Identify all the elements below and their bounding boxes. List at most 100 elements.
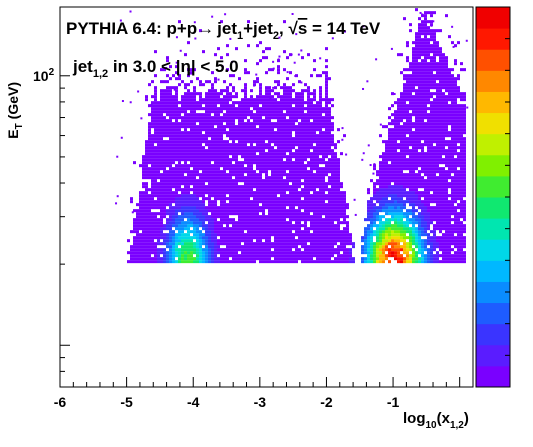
heat-cell <box>289 236 292 240</box>
heat-cell <box>205 152 208 156</box>
heat-cell <box>199 173 202 177</box>
heat-cell <box>346 242 349 246</box>
heat-cell <box>406 107 409 111</box>
heat-cell <box>265 92 268 96</box>
heat-cell <box>409 203 412 207</box>
heat-cell <box>241 185 244 189</box>
heat-cell <box>244 191 247 195</box>
heat-cell <box>184 245 187 249</box>
heat-cell <box>415 158 418 162</box>
heat-cell <box>382 260 385 264</box>
heat-cell <box>274 218 277 222</box>
heat-cell <box>154 110 157 114</box>
heat-cell <box>175 164 178 168</box>
heat-cell <box>151 251 154 255</box>
heat-cell <box>184 95 187 99</box>
heat-cell <box>232 149 235 153</box>
heat-cell <box>193 131 196 135</box>
heat-cell <box>193 215 196 219</box>
heat-cell <box>172 236 175 240</box>
heat-cell <box>436 116 439 120</box>
heat-cell <box>172 155 175 159</box>
heat-cell <box>187 194 190 198</box>
heat-cell <box>229 122 232 126</box>
heat-cell <box>325 149 328 153</box>
heat-cell <box>421 119 424 123</box>
heat-cell <box>226 209 229 213</box>
heat-cell <box>202 242 205 246</box>
heat-cell <box>433 212 436 216</box>
heat-cell <box>175 113 178 117</box>
heat-cell <box>385 176 388 180</box>
heat-cell <box>181 116 184 120</box>
heat-cell <box>316 251 319 255</box>
heat-cell <box>151 188 154 192</box>
heat-cell <box>340 182 343 186</box>
heat-cell <box>184 254 187 258</box>
heat-cell <box>205 233 208 237</box>
heat-cell <box>403 236 406 240</box>
heat-cell <box>385 140 388 144</box>
heat-cell <box>235 134 238 138</box>
heat-cell <box>238 248 241 252</box>
heat-cell <box>184 116 187 120</box>
heat-cell <box>391 203 394 207</box>
heat-cell <box>178 101 181 105</box>
heat-cell <box>223 194 226 198</box>
heat-cell <box>391 140 394 144</box>
heat-cell <box>166 221 169 225</box>
heat-cell <box>139 197 142 201</box>
heat-cell <box>139 221 142 225</box>
heat-cell <box>196 146 199 150</box>
heat-cell <box>160 215 163 219</box>
heat-cell <box>196 131 199 135</box>
heat-cell <box>280 212 283 216</box>
heat-cell <box>196 179 199 183</box>
heat-cell <box>286 56 289 60</box>
heat-cell <box>403 158 406 162</box>
heat-cell <box>157 140 160 144</box>
heat-cell <box>172 140 175 144</box>
heat-cell <box>328 176 331 180</box>
heat-cell <box>208 182 211 186</box>
heat-cell <box>232 251 235 255</box>
heat-cell <box>421 176 424 180</box>
heat-cell <box>421 242 424 246</box>
heat-cell <box>400 206 403 210</box>
heat-cell <box>301 143 304 147</box>
heat-cell <box>265 254 268 258</box>
heat-cell <box>214 224 217 228</box>
heat-cell <box>226 149 229 153</box>
heat-cell <box>433 122 436 126</box>
heat-cell <box>253 125 256 129</box>
heat-cell <box>289 251 292 255</box>
heat-cell <box>202 161 205 165</box>
heat-cell <box>214 155 217 159</box>
heat-cell <box>163 161 166 165</box>
heat-cell <box>418 77 421 81</box>
heat-cell <box>394 185 397 189</box>
heat-cell <box>307 110 310 114</box>
heat-cell <box>280 242 283 246</box>
heat-cell <box>271 122 274 126</box>
heat-cell <box>400 155 403 159</box>
heat-cell <box>430 62 433 66</box>
heat-cell <box>256 194 259 198</box>
heat-cell <box>319 200 322 204</box>
heat-cell <box>304 143 307 147</box>
heat-cell <box>235 200 238 204</box>
heat-cell <box>157 128 160 132</box>
heat-cell <box>184 140 187 144</box>
heat-cell <box>280 227 283 231</box>
heat-cell <box>214 257 217 261</box>
heat-cell <box>199 209 202 213</box>
heat-cell <box>265 224 268 228</box>
heat-cell <box>151 164 154 168</box>
heat-cell <box>322 176 325 180</box>
heat-cell <box>316 176 319 180</box>
heat-cell <box>220 185 223 189</box>
heat-cell <box>415 197 418 201</box>
heat-cell <box>286 254 289 258</box>
heat-cell <box>190 95 193 99</box>
